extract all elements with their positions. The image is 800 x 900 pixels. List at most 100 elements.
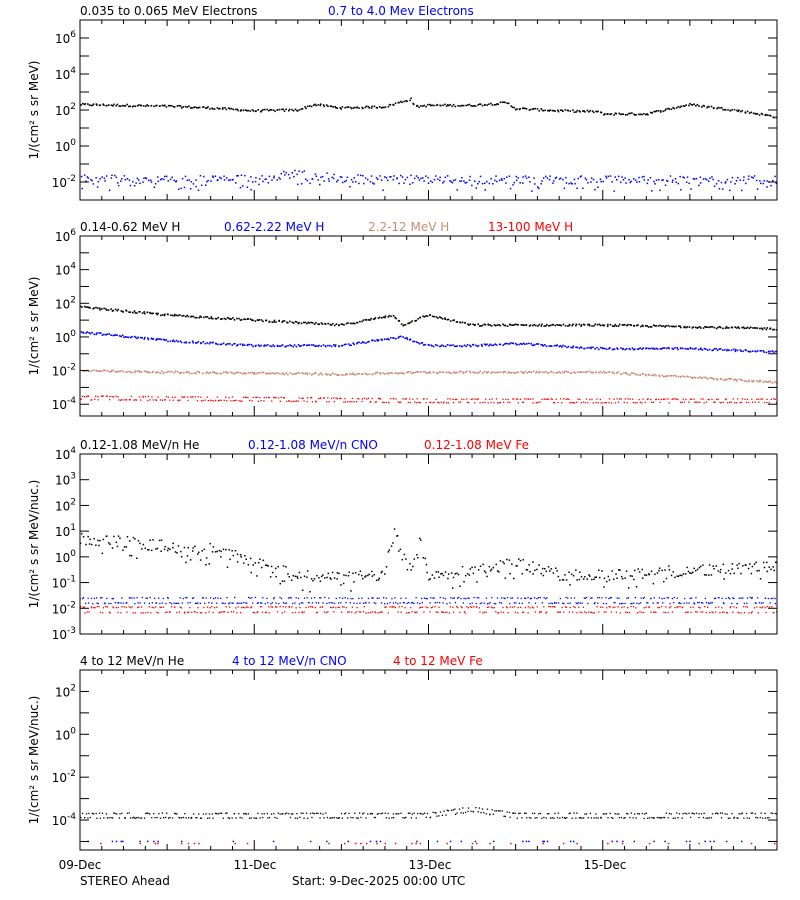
data-point [769, 327, 772, 330]
data-point [117, 370, 120, 373]
data-point [678, 602, 680, 604]
data-point [292, 602, 294, 605]
data-point [344, 180, 346, 183]
data-point [426, 812, 429, 815]
data-point [501, 810, 503, 812]
data-point [568, 323, 571, 326]
data-point [580, 402, 582, 404]
data-point [198, 813, 200, 815]
data-point [559, 817, 561, 819]
data-point [130, 395, 133, 397]
data-point [311, 344, 313, 346]
data-point [498, 810, 500, 812]
data-point [584, 813, 586, 815]
data-point [187, 315, 190, 318]
data-point [306, 372, 308, 374]
data-point [560, 324, 563, 327]
data-point [93, 307, 95, 309]
data-point [289, 596, 291, 599]
data-point [587, 182, 589, 184]
data-point [557, 109, 559, 112]
data-point [465, 345, 467, 348]
y-tick-label: 102 [55, 102, 76, 118]
data-point [431, 345, 433, 347]
data-point [367, 397, 370, 400]
data-point [202, 399, 204, 402]
data-point [449, 606, 452, 608]
data-series [80, 331, 777, 354]
data-point [187, 602, 189, 604]
data-point [251, 371, 254, 374]
data-point [155, 606, 157, 608]
data-point [294, 602, 296, 604]
data-point [354, 106, 356, 109]
data-point [711, 176, 713, 178]
data-point [443, 810, 445, 812]
data-point [357, 174, 359, 176]
data-point [275, 606, 277, 608]
data-point [595, 813, 597, 815]
data-point [514, 323, 516, 326]
data-point [226, 400, 228, 402]
data-point [340, 323, 343, 325]
data-point [599, 324, 602, 327]
data-point [630, 372, 633, 374]
data-point [509, 372, 512, 374]
data-point [171, 176, 173, 178]
data-point [694, 401, 696, 403]
data-point [159, 338, 161, 340]
data-point [134, 817, 136, 819]
data-point [568, 611, 570, 613]
data-point [356, 611, 358, 613]
data-point [516, 565, 518, 567]
data-point [231, 602, 233, 604]
data-point [723, 611, 725, 613]
data-point [328, 602, 330, 604]
data-point [139, 396, 141, 398]
data-point [550, 345, 552, 347]
data-point [456, 812, 458, 814]
data-point [567, 602, 569, 604]
data-point [327, 322, 329, 325]
data-point [213, 108, 216, 110]
data-point [538, 564, 540, 566]
data-point [520, 324, 523, 326]
data-point [93, 813, 95, 815]
data-point [475, 344, 477, 347]
data-point [240, 174, 243, 176]
data-point [144, 547, 146, 549]
data-point [478, 607, 480, 609]
data-point [736, 378, 739, 381]
data-point [258, 319, 261, 321]
data-point [254, 562, 257, 564]
data-point [619, 612, 621, 614]
data-point [415, 597, 417, 599]
data-point [256, 319, 259, 321]
data-point [679, 175, 681, 178]
data-point [364, 602, 366, 604]
data-point [513, 371, 515, 374]
data-point [398, 335, 400, 338]
y-tick-label: 100 [55, 726, 76, 742]
data-point [441, 344, 443, 346]
data-point [663, 347, 666, 349]
data-point [643, 175, 645, 178]
data-point [641, 324, 644, 327]
data-point [484, 182, 486, 185]
data-point [251, 109, 254, 111]
data-point [699, 376, 701, 378]
data-point [620, 575, 623, 578]
data-point [398, 606, 400, 608]
data-point [627, 813, 629, 815]
data-point [418, 106, 420, 109]
data-point [276, 611, 279, 613]
data-point [311, 401, 314, 403]
data-point [479, 370, 481, 373]
data-point [151, 338, 154, 340]
data-point [365, 342, 367, 344]
data-point [426, 598, 428, 600]
data-point [731, 813, 733, 815]
data-point [686, 813, 688, 815]
data-point [249, 597, 251, 599]
data-point [147, 395, 150, 397]
